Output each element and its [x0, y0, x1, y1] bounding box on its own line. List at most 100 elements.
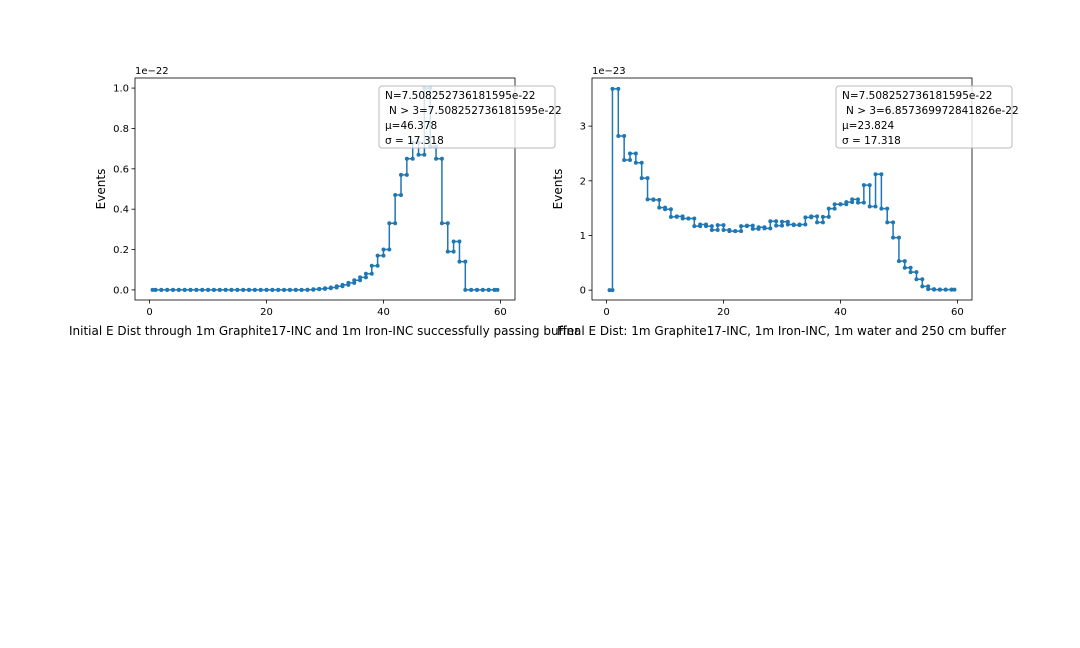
data-point — [445, 221, 450, 226]
y-offset-label: 1e−23 — [592, 66, 626, 77]
data-point — [803, 222, 808, 227]
data-point — [293, 287, 298, 292]
data-point — [896, 235, 901, 240]
data-point — [358, 275, 363, 280]
data-point — [311, 287, 316, 292]
y-tick-label: 0.6 — [113, 164, 129, 175]
data-point — [692, 216, 697, 221]
data-point — [873, 172, 878, 177]
data-point — [902, 265, 907, 270]
data-point — [920, 284, 925, 289]
data-point — [785, 222, 790, 227]
data-point — [768, 226, 773, 231]
data-point — [651, 197, 656, 202]
data-point — [879, 172, 884, 177]
legend-entry: N > 3=6.857369972841826e-22 — [846, 105, 1019, 117]
data-point — [270, 287, 275, 292]
data-point — [744, 223, 749, 228]
data-point — [932, 287, 936, 292]
data-point — [832, 202, 837, 207]
data-point — [451, 239, 456, 244]
data-point — [182, 287, 187, 292]
x-tick-label: 20 — [260, 307, 273, 318]
data-point — [937, 287, 942, 292]
data-point — [264, 287, 269, 292]
data-point — [399, 172, 403, 177]
data-point — [750, 226, 755, 231]
y-tick-label: 0.8 — [113, 124, 129, 135]
data-point — [463, 259, 468, 264]
y-offset-label: 1e−22 — [135, 66, 169, 77]
data-point — [715, 223, 720, 228]
data-point — [223, 287, 228, 292]
data-point — [457, 239, 462, 244]
data-point — [445, 249, 450, 254]
data-point — [926, 284, 931, 289]
data-point — [780, 223, 784, 228]
data-point — [346, 280, 351, 285]
y-axis-label: Events — [551, 169, 565, 210]
y-tick-label: 3 — [580, 122, 586, 133]
data-point — [780, 219, 784, 224]
data-point — [867, 183, 872, 188]
data-point — [171, 287, 175, 292]
data-point — [861, 183, 866, 188]
data-point — [797, 222, 802, 227]
data-point — [820, 214, 825, 219]
legend-entry: N > 3=7.508252736181595e-22 — [389, 105, 562, 117]
legend-entry: N=7.508252736181595e-22 — [385, 90, 536, 102]
data-point — [826, 214, 831, 219]
data-point — [469, 287, 474, 292]
legend-entry: μ=46.378 — [385, 120, 437, 132]
data-point — [815, 214, 820, 219]
axes-frame — [134, 77, 516, 301]
data-point — [762, 226, 767, 231]
data-point — [692, 224, 697, 229]
data-point — [856, 200, 860, 205]
data-point — [721, 223, 726, 228]
data-point — [838, 202, 843, 207]
data-point — [850, 197, 855, 202]
data-point — [657, 205, 662, 210]
x-tick-label: 0 — [603, 307, 609, 318]
data-point — [628, 151, 632, 156]
data-point — [247, 287, 251, 292]
data-point — [176, 287, 181, 292]
chart-panel-1: 0 20 40 60 0.0 0.2 0.4 0.6 0.8 1.0 1e−22 Events N=7.… — [69, 66, 579, 338]
data-point — [439, 156, 444, 161]
data-point — [622, 133, 627, 138]
data-point — [943, 287, 948, 292]
data-point — [369, 263, 374, 268]
data-point — [826, 206, 831, 211]
data-point — [914, 277, 919, 282]
data-point — [375, 263, 380, 268]
data-point — [393, 193, 398, 198]
data-point — [750, 223, 755, 228]
data-point — [328, 285, 333, 290]
data-point — [633, 160, 638, 165]
data-point — [211, 287, 216, 292]
data-point — [628, 158, 632, 163]
data-point — [908, 265, 913, 270]
data-point — [926, 287, 931, 292]
data-point — [387, 247, 392, 252]
data-point — [381, 253, 386, 258]
data-point — [317, 286, 322, 291]
data-point — [885, 206, 890, 211]
data-point — [785, 219, 790, 224]
data-point — [622, 158, 627, 163]
data-point — [258, 287, 263, 292]
data-point — [657, 197, 662, 202]
data-point — [416, 152, 421, 157]
data-point — [639, 176, 644, 181]
data-point — [457, 259, 462, 264]
data-point — [165, 287, 170, 292]
data-point — [486, 287, 491, 292]
data-point — [850, 200, 855, 205]
chart-caption: Final E Dist: 1m Graphite17-INC, 1m Iron… — [557, 324, 1006, 338]
axes-frame — [591, 77, 973, 301]
data-point — [739, 229, 744, 234]
data-point — [721, 228, 726, 233]
data-point — [200, 287, 205, 292]
data-point — [252, 287, 257, 292]
